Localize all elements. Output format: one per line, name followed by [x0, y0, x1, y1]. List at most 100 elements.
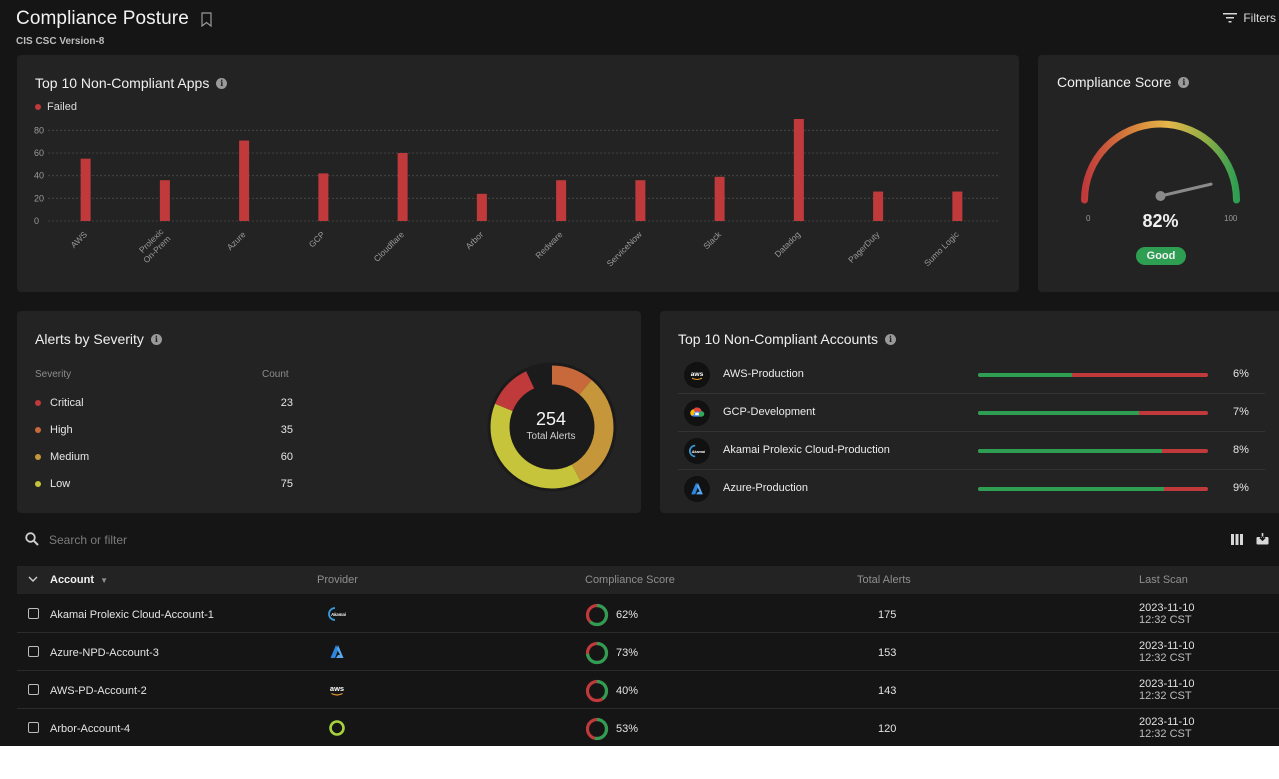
- bar[interactable]: [873, 191, 884, 221]
- table-row[interactable]: Akamai Prolexic Cloud-Account-1 Akamai 62%…: [17, 595, 1279, 633]
- non-compliant-apps-card: Top 10 Non-Compliant Apps i Failed 0 20 40…: [17, 55, 1019, 292]
- account-row[interactable]: aws AWS-Production 6%: [678, 356, 1265, 394]
- account-cell[interactable]: AWS-PD-Account-2: [50, 685, 147, 697]
- bar[interactable]: [159, 180, 170, 221]
- alerts-by-severity-card: Alerts by Severity i Severity Count Crit…: [17, 311, 641, 513]
- bar[interactable]: [476, 193, 487, 221]
- bar[interactable]: [318, 173, 329, 221]
- account-row[interactable]: Akamai Akamai Prolexic Cloud-Production 8%: [678, 432, 1265, 470]
- last-scan-date: 2023-11-10: [1139, 678, 1195, 690]
- severity-row[interactable]: Medium 60: [35, 448, 293, 468]
- last-scan-date: 2023-11-10: [1139, 716, 1195, 728]
- bar[interactable]: [239, 140, 250, 221]
- severity-row[interactable]: Critical 23: [35, 394, 293, 414]
- bar[interactable]: [714, 176, 725, 221]
- donut-segment[interactable]: [490, 365, 614, 489]
- severity-column-header: Severity: [35, 369, 72, 380]
- akamai-logo-icon: Akamai: [689, 444, 706, 458]
- account-cell[interactable]: Arbor-Account-4: [50, 723, 131, 735]
- account-logo: aws: [684, 362, 710, 388]
- info-icon[interactable]: i: [216, 77, 228, 89]
- bar[interactable]: [80, 158, 91, 221]
- donut-segment[interactable]: [490, 365, 614, 489]
- total-alerts-cell: 143: [878, 685, 897, 697]
- chart-legend[interactable]: Failed: [35, 101, 77, 113]
- row-checkbox[interactable]: [28, 646, 39, 657]
- account-row[interactable]: GCP-Development 7%: [678, 394, 1265, 432]
- count-column-header: Count: [262, 369, 289, 380]
- y-tick-label: 0: [34, 216, 39, 226]
- column-header-account[interactable]: Account ▼: [50, 574, 108, 586]
- account-progress-bar: [978, 487, 1208, 491]
- arbor-logo-icon: [329, 720, 345, 736]
- y-tick-label: 20: [34, 193, 44, 203]
- x-tick-label: Slack: [701, 229, 723, 251]
- columns-icon[interactable]: [1231, 534, 1243, 545]
- account-cell[interactable]: Azure-NPD-Account-3: [50, 647, 159, 659]
- info-icon[interactable]: i: [885, 333, 896, 345]
- gauge: [1081, 120, 1240, 204]
- table-row[interactable]: Azure-NPD-Account-3 73% 153 2023-11-10 12:32…: [17, 633, 1279, 671]
- account-row[interactable]: Azure-Production 9%: [678, 470, 1265, 508]
- bar[interactable]: [793, 119, 804, 221]
- account-percent: 9%: [1233, 482, 1249, 494]
- total-alerts-cell: 120: [878, 723, 897, 735]
- donut-hole: [510, 385, 594, 469]
- akamai-logo-icon: Akamai: [328, 607, 347, 621]
- aws-logo-text: aws: [691, 371, 704, 378]
- bookmark-icon[interactable]: [201, 12, 212, 27]
- x-tick-label: ServiceNow: [605, 229, 645, 269]
- account-progress-fill: [978, 411, 1139, 415]
- column-header-last-scan[interactable]: Last Scan: [1139, 574, 1188, 586]
- x-tick-label: Cloudflare: [372, 229, 407, 264]
- score-value: 73%: [616, 647, 639, 659]
- bar[interactable]: [635, 180, 646, 221]
- column-header-compliance-score[interactable]: Compliance Score: [585, 574, 675, 586]
- filters-button[interactable]: Filters: [1223, 11, 1276, 25]
- azure-logo-icon: [330, 645, 344, 658]
- status-badge: Good: [1136, 247, 1186, 265]
- last-scan-time: 12:32 CST: [1139, 614, 1192, 626]
- severity-name: Medium: [50, 451, 90, 463]
- akamai-logo-text: Akamai: [691, 450, 706, 454]
- severity-count: 35: [280, 424, 293, 436]
- account-cell[interactable]: Akamai Prolexic Cloud-Account-1: [50, 609, 214, 621]
- score-title-text: Compliance Score: [1057, 74, 1172, 90]
- last-scan-date: 2023-11-10: [1139, 602, 1195, 614]
- severity-title-text: Alerts by Severity: [35, 331, 144, 347]
- y-tick-label: 60: [34, 148, 44, 158]
- score-value: 40%: [616, 685, 639, 697]
- table-row[interactable]: Arbor-Account-4 53% 120 2023-11-10 12:32 CST: [17, 709, 1279, 746]
- info-icon[interactable]: i: [150, 333, 162, 345]
- donut-segment[interactable]: [490, 365, 614, 489]
- account-percent: 7%: [1233, 406, 1249, 418]
- search-input[interactable]: [49, 529, 649, 551]
- severity-row[interactable]: Low 75: [35, 475, 293, 495]
- score-ring: [585, 679, 609, 703]
- provider-cell: Akamai: [327, 604, 347, 627]
- x-tick-label: ProlexicOn-Prem: [134, 226, 173, 265]
- column-header-total-alerts[interactable]: Total Alerts: [857, 574, 911, 586]
- account-progress-fill: [978, 373, 1073, 377]
- row-checkbox[interactable]: [28, 684, 39, 695]
- last-scan-date: 2023-11-10: [1139, 640, 1195, 652]
- export-icon[interactable]: [1256, 533, 1269, 545]
- bar[interactable]: [397, 153, 408, 221]
- bar[interactable]: [952, 191, 963, 221]
- severity-row[interactable]: High 35: [35, 421, 293, 441]
- info-icon[interactable]: i: [1178, 76, 1190, 88]
- account-progress-bar: [978, 373, 1208, 377]
- gauge-needle: [1159, 182, 1213, 198]
- collapse-all-icon[interactable]: [28, 576, 38, 583]
- row-checkbox[interactable]: [28, 608, 39, 619]
- score-value: 53%: [616, 723, 639, 735]
- bar[interactable]: [556, 180, 567, 221]
- table-row[interactable]: AWS-PD-Account-2 aws 40% 143 2023-11-10 12:32…: [17, 671, 1279, 709]
- compliance-score-card: Compliance Score i 0 82% 100 Good: [1038, 55, 1279, 292]
- aws-logo-icon: aws: [691, 371, 704, 381]
- row-checkbox[interactable]: [28, 722, 39, 733]
- total-alerts-cell: 153: [878, 647, 897, 659]
- score-card-title: Compliance Score i: [1057, 74, 1190, 90]
- column-header-provider[interactable]: Provider: [317, 574, 358, 586]
- filter-icon: [1223, 13, 1238, 23]
